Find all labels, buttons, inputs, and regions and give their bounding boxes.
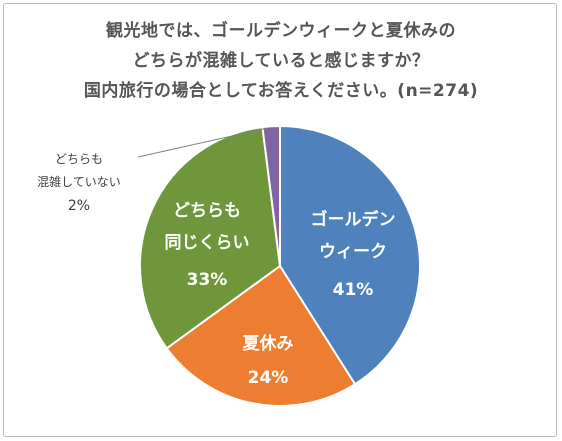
slice-label-neither-line-2: 混雑していない: [37, 174, 121, 189]
pie-slice-neither: [261, 124, 281, 267]
leader-line: [137, 127, 269, 158]
slice-label-golden-week-line-1: ゴールデン: [311, 209, 396, 230]
chart-title-line-3: 国内旅行の場合としてお答えください。(n=274): [83, 81, 479, 101]
slice-label-golden-week-line-2: ウィーク: [319, 242, 387, 262]
slice-label-neither-line-1: どちらも: [55, 152, 103, 166]
slice-value-same: 33%: [187, 270, 228, 290]
chart-title-line-1: 観光地では、ゴールデンウィークと夏休みの: [106, 21, 456, 41]
pie-slice-same: [139, 125, 282, 350]
slice-label-summer: 夏休み: [243, 333, 294, 354]
chart-title-line-2: どちらが混雑していると感じますか？: [132, 51, 430, 71]
pie-slice-summer: [165, 264, 357, 407]
slice-value-neither: 2%: [68, 198, 90, 214]
slice-label-same-line-1: どちらも: [173, 201, 241, 221]
slice-label-same-line-2: 同じくらい: [165, 233, 250, 253]
slice-value-golden-week: 41%: [333, 280, 374, 300]
slice-value-summer: 24%: [248, 368, 289, 388]
